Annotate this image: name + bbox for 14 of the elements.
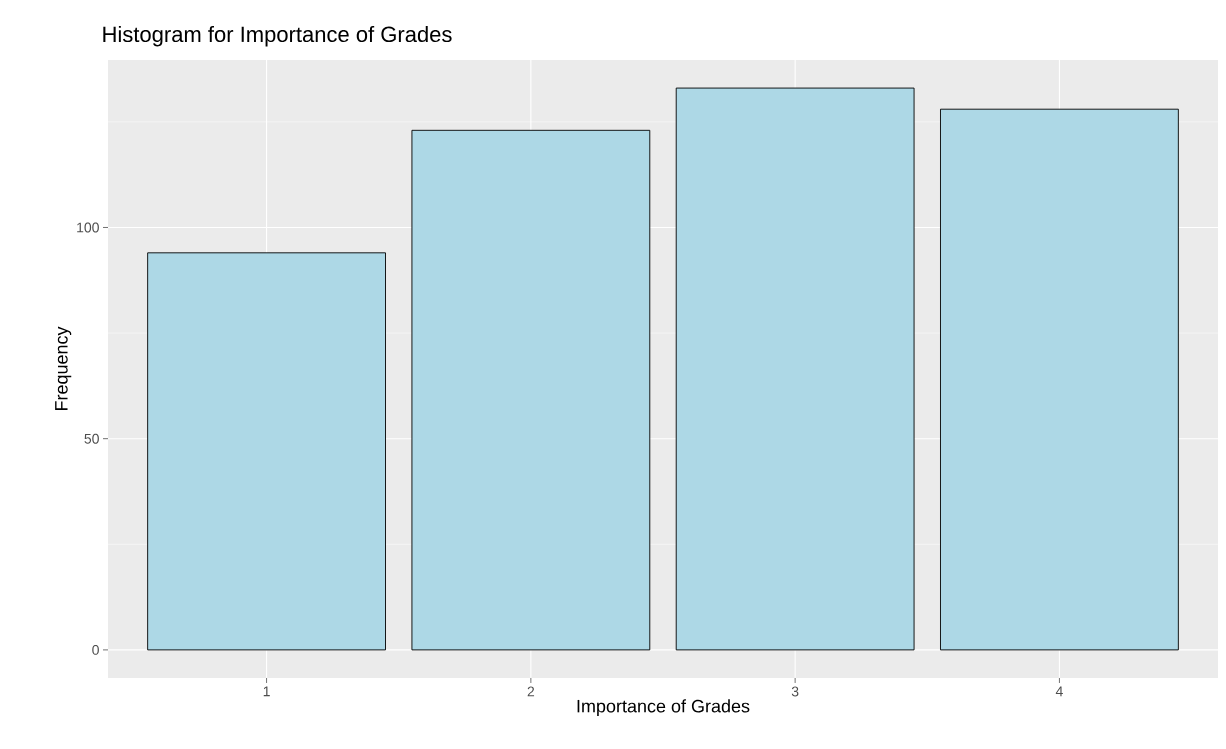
y-tick-label: 0 <box>92 644 99 655</box>
bar <box>147 252 386 651</box>
bar <box>411 129 651 651</box>
x-tick-label: 4 <box>1055 686 1063 697</box>
y-tick-label: 50 <box>84 433 99 444</box>
chart-title: Histogram for Importance of Grades <box>103 25 452 47</box>
x-tick-label: 1 <box>263 686 270 697</box>
x-tick-label: 3 <box>791 686 799 697</box>
y-axis-title: Frequency <box>55 326 72 411</box>
x-tick-label: 2 <box>527 686 535 697</box>
bar <box>940 108 1179 651</box>
bar <box>675 87 915 651</box>
y-tick-label: 100 <box>77 222 99 233</box>
x-axis-title: Importance of Grades <box>577 699 750 717</box>
